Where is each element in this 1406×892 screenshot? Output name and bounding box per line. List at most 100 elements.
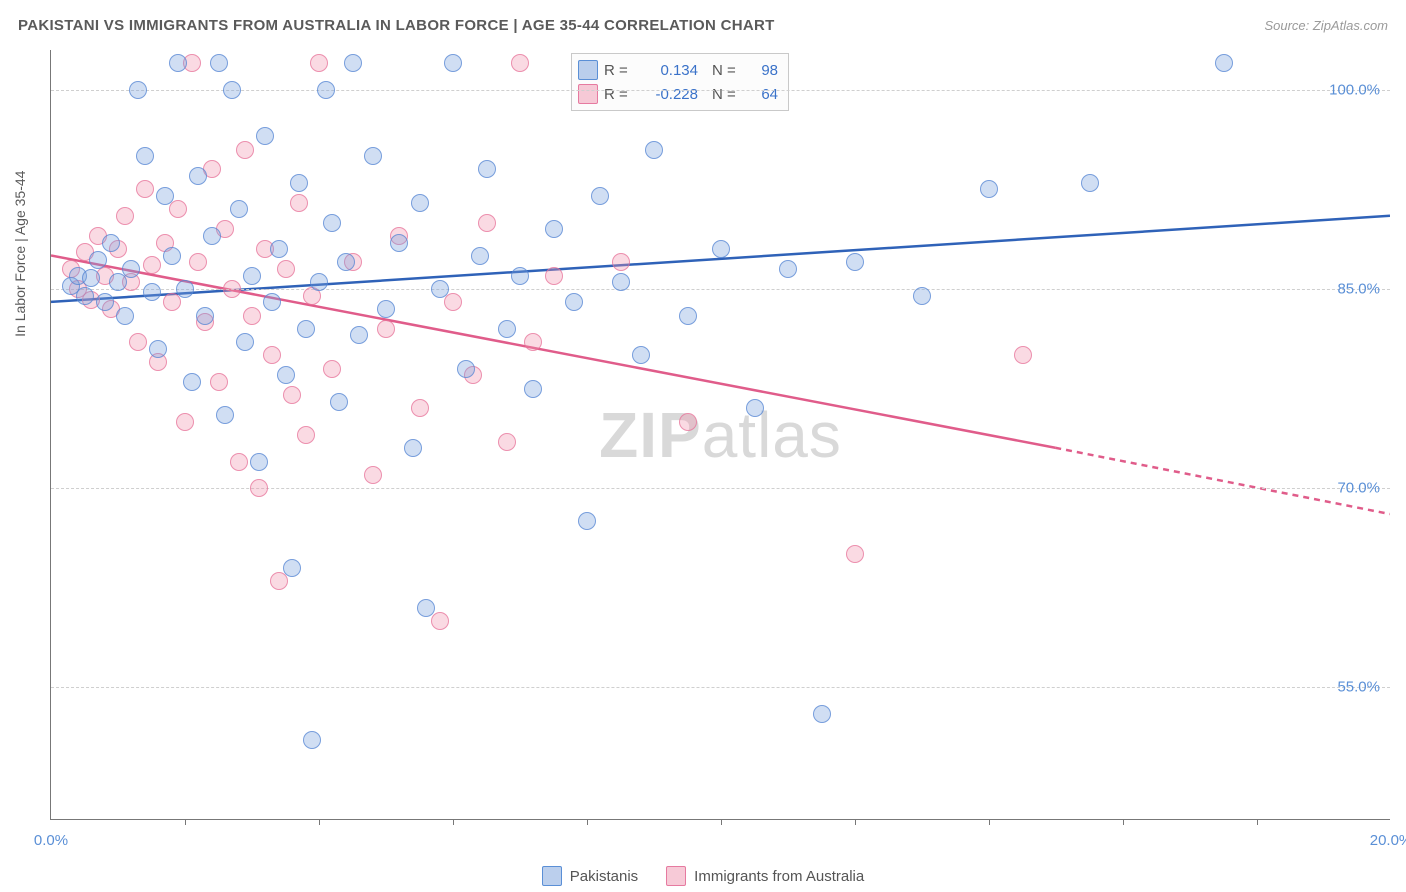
chart-title: PAKISTANI VS IMMIGRANTS FROM AUSTRALIA I… xyxy=(18,17,775,34)
scatter-point xyxy=(545,267,563,285)
scatter-point xyxy=(243,267,261,285)
scatter-point xyxy=(136,147,154,165)
scatter-point xyxy=(76,287,94,305)
scatter-point xyxy=(236,141,254,159)
scatter-point xyxy=(143,256,161,274)
scatter-point xyxy=(203,227,221,245)
source-attribution: Source: ZipAtlas.com xyxy=(1264,18,1388,33)
gridline-h xyxy=(51,90,1390,91)
scatter-point xyxy=(156,187,174,205)
scatter-point xyxy=(612,253,630,271)
scatter-point xyxy=(679,307,697,325)
scatter-point xyxy=(565,293,583,311)
scatter-point xyxy=(524,333,542,351)
scatter-point xyxy=(1081,174,1099,192)
scatter-point xyxy=(116,207,134,225)
scatter-point xyxy=(444,54,462,72)
scatter-point xyxy=(591,187,609,205)
y-axis-label: In Labor Force | Age 35-44 xyxy=(12,171,28,337)
scatter-point xyxy=(417,599,435,617)
title-bar: PAKISTANI VS IMMIGRANTS FROM AUSTRALIA I… xyxy=(0,0,1406,40)
x-tick xyxy=(989,819,990,825)
swatch-blue-icon xyxy=(578,60,598,80)
scatter-point xyxy=(310,54,328,72)
scatter-point xyxy=(746,399,764,417)
stats-r-label: R = xyxy=(604,86,632,103)
scatter-point xyxy=(323,360,341,378)
scatter-point xyxy=(236,333,254,351)
scatter-point xyxy=(169,54,187,72)
scatter-point xyxy=(344,54,362,72)
scatter-point xyxy=(230,200,248,218)
scatter-point xyxy=(390,234,408,252)
scatter-point xyxy=(317,81,335,99)
scatter-point xyxy=(364,466,382,484)
scatter-point xyxy=(136,180,154,198)
scatter-point xyxy=(913,287,931,305)
scatter-point xyxy=(196,307,214,325)
stats-n-value-pink: 64 xyxy=(748,86,778,103)
scatter-point xyxy=(109,273,127,291)
stats-r-label: R = xyxy=(604,62,632,79)
scatter-point xyxy=(243,307,261,325)
x-tick xyxy=(453,819,454,825)
scatter-point xyxy=(980,180,998,198)
scatter-point xyxy=(263,346,281,364)
stats-r-value-blue: 0.134 xyxy=(638,62,698,79)
scatter-point xyxy=(712,240,730,258)
scatter-point xyxy=(143,283,161,301)
x-tick-label: 0.0% xyxy=(34,832,68,849)
stats-row-blue: R = 0.134 N = 98 xyxy=(578,58,778,82)
legend-label-pink: Immigrants from Australia xyxy=(694,868,864,885)
scatter-point xyxy=(89,251,107,269)
scatter-point xyxy=(256,127,274,145)
scatter-point xyxy=(169,200,187,218)
watermark: ZIPatlas xyxy=(599,398,842,472)
scatter-point xyxy=(250,453,268,471)
scatter-point xyxy=(578,512,596,530)
scatter-point xyxy=(210,373,228,391)
y-tick-label: 70.0% xyxy=(1337,480,1380,497)
scatter-point xyxy=(270,572,288,590)
x-tick xyxy=(185,819,186,825)
scatter-point xyxy=(846,545,864,563)
x-tick xyxy=(855,819,856,825)
scatter-point xyxy=(116,307,134,325)
x-tick xyxy=(1257,819,1258,825)
legend-item-blue: Pakistanis xyxy=(542,866,638,886)
scatter-point xyxy=(163,293,181,311)
plot-area: ZIPatlas R = 0.134 N = 98 R = -0.228 N =… xyxy=(50,50,1390,820)
scatter-point xyxy=(645,141,663,159)
legend-label-blue: Pakistanis xyxy=(570,868,638,885)
scatter-point xyxy=(82,269,100,287)
scatter-point xyxy=(511,54,529,72)
scatter-point xyxy=(283,559,301,577)
scatter-point xyxy=(377,300,395,318)
scatter-point xyxy=(612,273,630,291)
stats-n-label: N = xyxy=(712,86,742,103)
scatter-point xyxy=(129,81,147,99)
scatter-point xyxy=(297,320,315,338)
scatter-point xyxy=(163,247,181,265)
x-tick-label: 20.0% xyxy=(1370,832,1406,849)
gridline-h xyxy=(51,687,1390,688)
scatter-point xyxy=(102,234,120,252)
scatter-point xyxy=(1014,346,1032,364)
scatter-point xyxy=(290,194,308,212)
scatter-point xyxy=(290,174,308,192)
watermark-rest: atlas xyxy=(702,399,842,471)
scatter-point xyxy=(350,326,368,344)
scatter-point xyxy=(444,293,462,311)
legend-item-pink: Immigrants from Australia xyxy=(666,866,864,886)
scatter-point xyxy=(431,280,449,298)
x-tick xyxy=(587,819,588,825)
scatter-point xyxy=(779,260,797,278)
scatter-point xyxy=(189,253,207,271)
stats-row-pink: R = -0.228 N = 64 xyxy=(578,82,778,106)
scatter-point xyxy=(263,293,281,311)
scatter-point xyxy=(183,373,201,391)
scatter-point xyxy=(270,240,288,258)
scatter-point xyxy=(277,366,295,384)
chart-container: PAKISTANI VS IMMIGRANTS FROM AUSTRALIA I… xyxy=(0,0,1406,892)
scatter-point xyxy=(176,280,194,298)
